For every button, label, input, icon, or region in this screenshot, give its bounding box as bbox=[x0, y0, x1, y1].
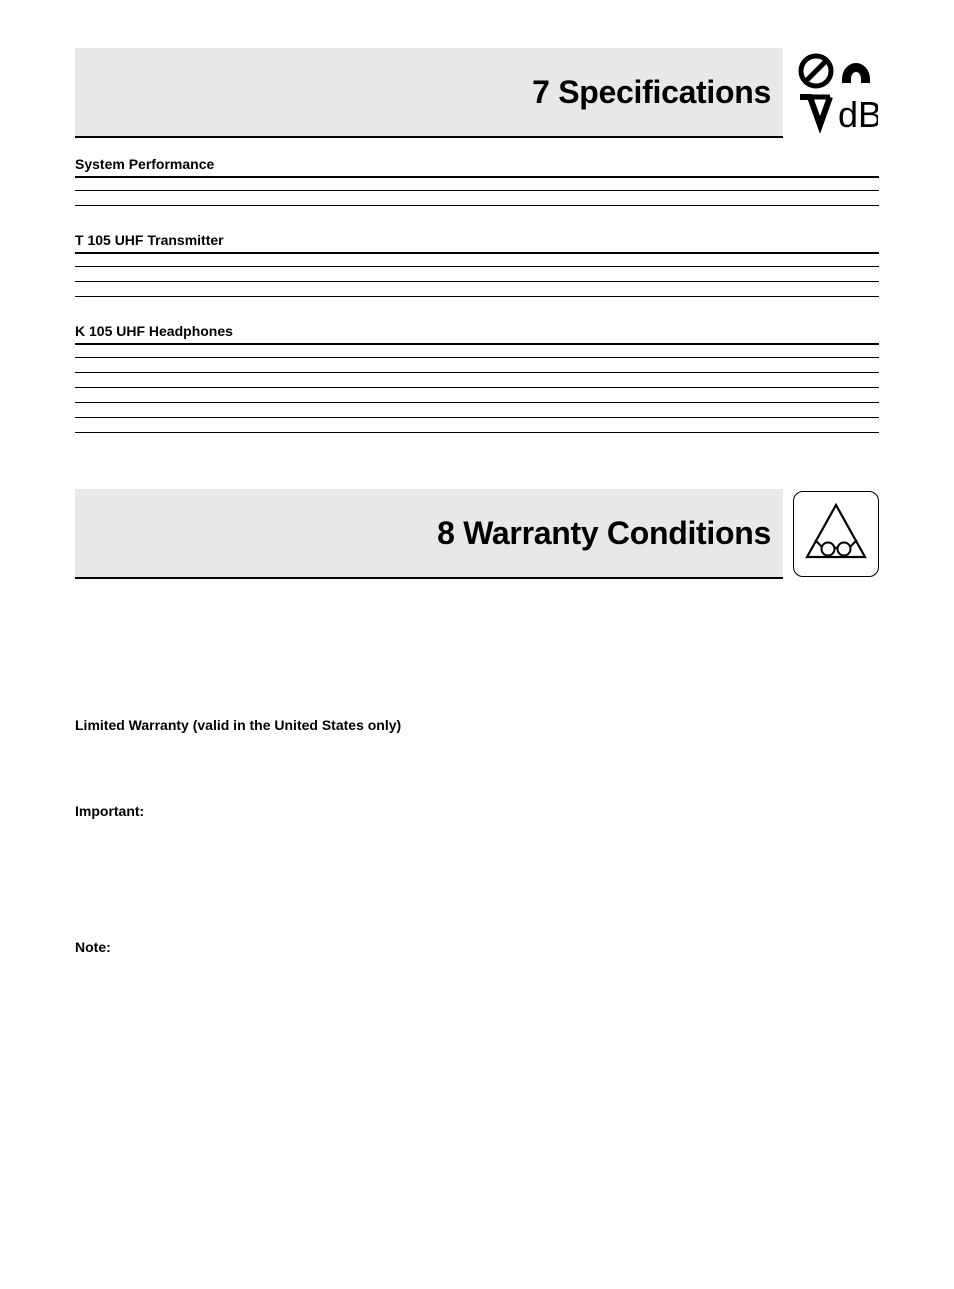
system-performance-rules bbox=[75, 190, 879, 206]
important-label: Important: bbox=[75, 803, 879, 819]
rule bbox=[75, 402, 879, 403]
rule bbox=[75, 281, 879, 282]
transmitter-rules bbox=[75, 266, 879, 297]
warranty-title: 8 Warranty Conditions bbox=[437, 515, 771, 552]
specifications-title: 7 Specifications bbox=[532, 74, 771, 111]
rule bbox=[75, 432, 879, 433]
specifications-header-row: 7 Specifications dB bbox=[75, 48, 879, 138]
headphones-rules bbox=[75, 357, 879, 433]
specifications-bar: 7 Specifications bbox=[75, 48, 783, 138]
rule bbox=[75, 296, 879, 297]
rule bbox=[75, 357, 879, 358]
subsection-headphones-label: K 105 UHF Headphones bbox=[75, 323, 879, 345]
rule bbox=[75, 190, 879, 191]
rule bbox=[75, 266, 879, 267]
spacer bbox=[75, 459, 879, 489]
rule bbox=[75, 417, 879, 418]
note-label: Note: bbox=[75, 939, 879, 955]
warranty-read-icon bbox=[793, 491, 879, 577]
manual-page: 7 Specifications dB System Performance T… bbox=[0, 0, 954, 1289]
subsection-transmitter-label: T 105 UHF Transmitter bbox=[75, 232, 879, 254]
rule bbox=[75, 387, 879, 388]
spacer bbox=[75, 597, 879, 677]
rule bbox=[75, 372, 879, 373]
svg-text:dB: dB bbox=[838, 94, 878, 135]
rule bbox=[75, 205, 879, 206]
vdb-logo-icon: dB bbox=[793, 48, 879, 138]
warranty-bar: 8 Warranty Conditions bbox=[75, 489, 783, 579]
warranty-header-row: 8 Warranty Conditions bbox=[75, 489, 879, 579]
subsection-system-performance-label: System Performance bbox=[75, 156, 879, 178]
limited-warranty-label: Limited Warranty (valid in the United St… bbox=[75, 717, 879, 733]
